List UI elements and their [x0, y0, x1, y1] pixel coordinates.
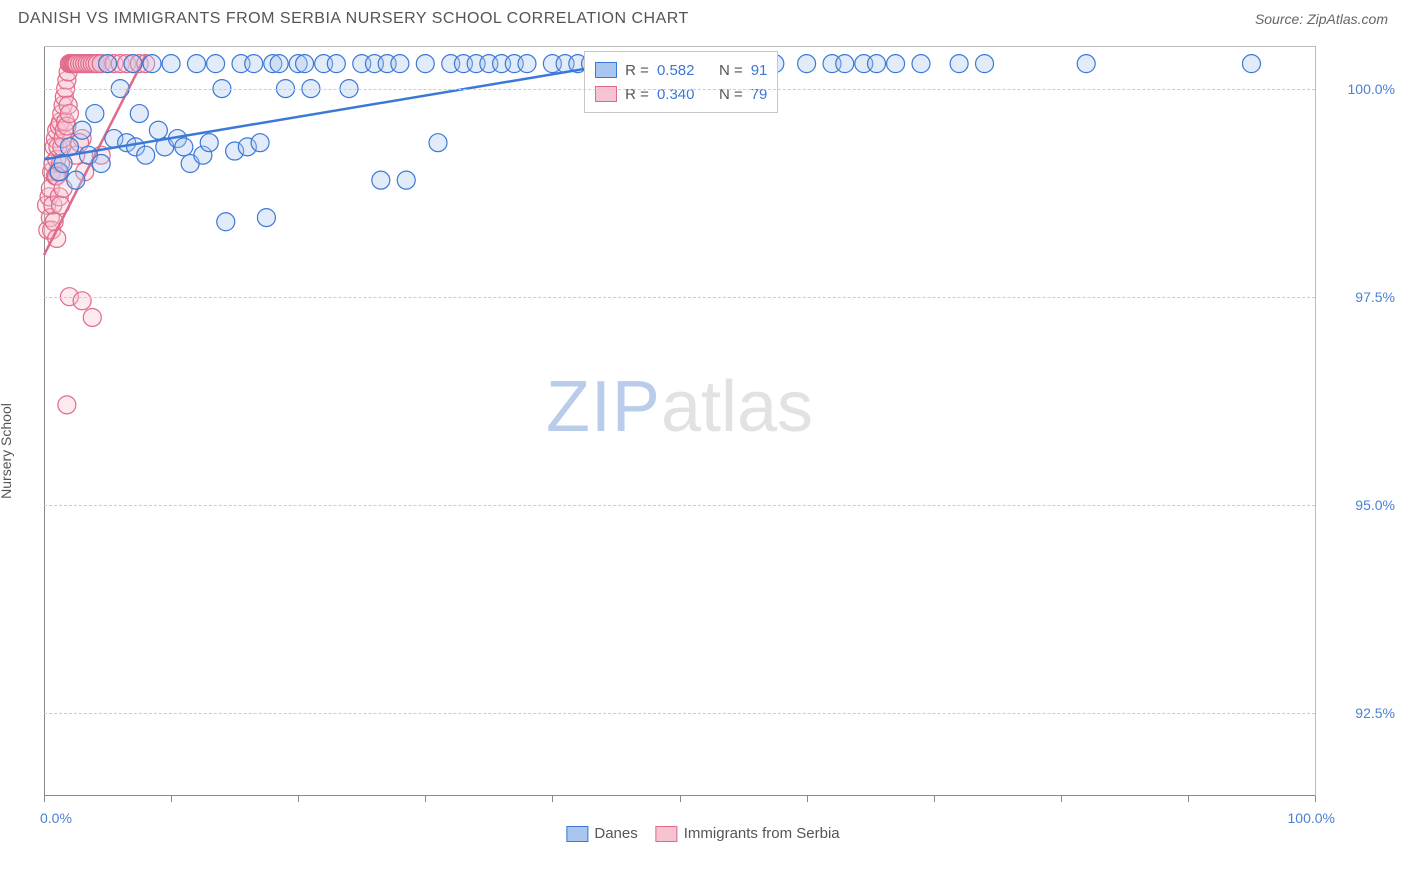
chart-header: DANISH VS IMMIGRANTS FROM SERBIA NURSERY…	[0, 0, 1406, 36]
y-tick-label: 95.0%	[1323, 497, 1395, 513]
danes-point	[416, 55, 434, 73]
danes-point	[429, 134, 447, 152]
legend-label: Danes	[594, 825, 637, 842]
x-tick	[1061, 796, 1062, 802]
danes-point	[976, 55, 994, 73]
danes-point	[143, 55, 161, 73]
danes-point	[372, 171, 390, 189]
danes-point	[67, 171, 85, 189]
stats-legend-row: R = 0.582 N = 91	[595, 58, 767, 82]
danes-point	[270, 55, 288, 73]
danes-point	[836, 55, 854, 73]
danes-point	[200, 134, 218, 152]
danes-point	[92, 155, 110, 173]
gridline	[44, 505, 1315, 506]
danes-point	[1077, 55, 1095, 73]
r-label: R =	[625, 62, 649, 79]
n-label: N =	[719, 62, 743, 79]
danes-point	[73, 121, 91, 139]
danes-point	[327, 55, 345, 73]
scatter-svg	[44, 47, 1315, 796]
x-min-label: 0.0%	[40, 810, 72, 826]
danes-point	[1242, 55, 1260, 73]
r-value: 0.582	[657, 62, 705, 79]
serbia-point	[73, 292, 91, 310]
serbia-point	[58, 396, 76, 414]
serbia-point	[60, 105, 78, 123]
legend-swatch	[656, 826, 678, 842]
x-tick	[934, 796, 935, 802]
danes-point	[296, 55, 314, 73]
danes-point	[86, 105, 104, 123]
gridline	[44, 713, 1315, 714]
danes-point	[245, 55, 263, 73]
legend-swatch	[566, 826, 588, 842]
danes-point	[868, 55, 886, 73]
serbia-point	[83, 308, 101, 326]
legend-item: Immigrants from Serbia	[656, 825, 840, 842]
legend-swatch	[595, 62, 617, 78]
danes-point	[950, 55, 968, 73]
danes-point	[912, 55, 930, 73]
chart-source: Source: ZipAtlas.com	[1255, 11, 1388, 27]
danes-point	[149, 121, 167, 139]
danes-point	[130, 105, 148, 123]
plot-area: ZIPatlas R =0.582N =91R =0.340N =79 0.0%…	[44, 46, 1316, 796]
x-tick	[807, 796, 808, 802]
y-tick-label: 97.5%	[1323, 289, 1395, 305]
danes-point	[162, 55, 180, 73]
stats-legend: R = 0.582 N = 91 R =0.340N =79	[584, 51, 778, 113]
danes-point	[397, 171, 415, 189]
x-max-label: 100.0%	[1288, 810, 1335, 826]
y-axis-label: Nursery School	[0, 403, 14, 499]
danes-point	[518, 55, 536, 73]
x-tick	[552, 796, 553, 802]
danes-point	[391, 55, 409, 73]
danes-point	[798, 55, 816, 73]
legend-label: Immigrants from Serbia	[684, 825, 840, 842]
chart-title: DANISH VS IMMIGRANTS FROM SERBIA NURSERY…	[18, 10, 689, 28]
danes-point	[251, 134, 269, 152]
n-value: 91	[751, 62, 768, 79]
danes-point	[175, 138, 193, 156]
gridline	[44, 297, 1315, 298]
danes-point	[137, 146, 155, 164]
x-tick	[298, 796, 299, 802]
x-tick	[680, 796, 681, 802]
danes-point	[124, 55, 142, 73]
danes-point	[887, 55, 905, 73]
gridline	[44, 89, 1315, 90]
legend-item: Danes	[566, 825, 637, 842]
stats-legend-row: R =0.340N =79	[595, 82, 767, 106]
x-tick	[1315, 796, 1316, 802]
danes-point	[188, 55, 206, 73]
chart-container: Nursery School ZIPatlas R =0.582N =91R =…	[0, 36, 1406, 866]
danes-point	[217, 213, 235, 231]
x-tick	[1188, 796, 1189, 802]
danes-trendline	[44, 64, 616, 160]
danes-point	[207, 55, 225, 73]
x-tick	[171, 796, 172, 802]
danes-point	[99, 55, 117, 73]
y-tick-label: 92.5%	[1323, 705, 1395, 721]
series-legend: Danes Immigrants from Serbia	[566, 825, 839, 842]
y-tick-label: 100.0%	[1323, 81, 1395, 97]
x-tick	[44, 796, 45, 802]
x-tick	[425, 796, 426, 802]
danes-point	[257, 209, 275, 227]
